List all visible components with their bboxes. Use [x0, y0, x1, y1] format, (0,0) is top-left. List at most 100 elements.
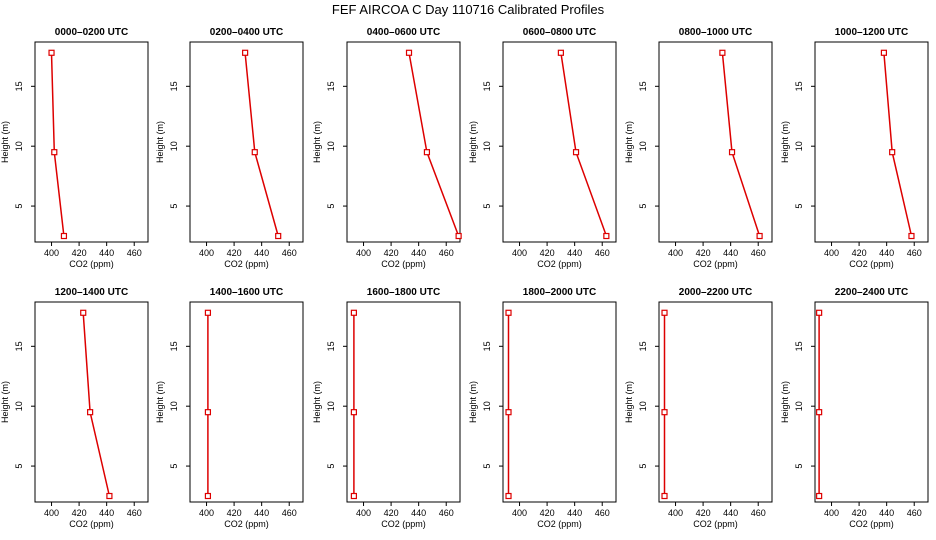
panel-frame	[502, 301, 617, 503]
x-tick-label: 420	[540, 508, 555, 518]
x-tick-label: 440	[411, 508, 426, 518]
y-axis-label: Height (m)	[312, 381, 322, 423]
y-tick-label: 5	[14, 204, 24, 209]
y-tick-label: 5	[638, 464, 648, 469]
x-axis-label: CO2 (ppm)	[224, 519, 269, 529]
x-tick-label: 440	[254, 508, 269, 518]
x-tick-label: 420	[696, 248, 711, 258]
y-tick-label: 10	[326, 401, 336, 411]
x-tick-label: 460	[907, 248, 922, 258]
x-tick-label: 440	[567, 248, 582, 258]
profile-point	[60, 232, 68, 240]
panel-title: 1800–2000 UTC	[523, 287, 596, 298]
x-tick-label: 460	[751, 248, 766, 258]
profile-point	[350, 409, 357, 416]
profile-point	[251, 149, 258, 156]
x-tick-label: 400	[356, 508, 371, 518]
y-axis-label: Height (m)	[155, 381, 165, 423]
y-axis-label: Height (m)	[468, 381, 478, 423]
y-axis-label: Height (m)	[780, 121, 790, 163]
profile-point	[48, 49, 55, 56]
x-tick-label: 460	[282, 248, 297, 258]
profile-line	[50, 52, 65, 237]
panel-frame	[189, 301, 304, 503]
panel-grid: 0000–0200 UTC 400 420 440 460 5 10 15 CO2 (ppm) H…	[0, 27, 929, 529]
y-tick-label: 10	[14, 401, 24, 411]
x-tick-label: 420	[72, 248, 87, 258]
y-tick-label: 5	[14, 464, 24, 469]
profile-point	[106, 492, 113, 500]
x-tick-label: 440	[879, 248, 894, 258]
panel-title: 0400–0600 UTC	[367, 27, 440, 38]
profile-line	[560, 52, 608, 237]
panel-title: 2200–2400 UTC	[835, 287, 908, 298]
profile-point	[816, 492, 823, 500]
profile-point	[87, 409, 94, 416]
x-tick-label: 420	[227, 248, 242, 258]
x-tick-label: 420	[384, 508, 399, 518]
profile-point	[350, 309, 357, 316]
y-tick-label: 15	[14, 341, 24, 351]
figure-title: FEF AIRCOA C Day 110716 Calibrated Profi…	[332, 2, 605, 17]
profile-point	[880, 49, 888, 56]
profile-panel: 1800–2000 UTC 400 420 440 460 5 10 15 CO2 (ppm) H…	[468, 287, 617, 529]
profile-point	[816, 309, 823, 316]
x-tick-label: 440	[567, 508, 582, 518]
x-tick-label: 460	[751, 508, 766, 518]
profile-line	[408, 52, 460, 237]
y-axis-label: Height (m)	[468, 121, 478, 163]
y-tick-label: 15	[169, 81, 179, 91]
y-axis-label: Height (m)	[780, 381, 790, 423]
x-tick-label: 400	[44, 248, 59, 258]
y-tick-label: 5	[638, 204, 648, 209]
profile-point	[557, 49, 564, 56]
y-tick-label: 10	[482, 401, 492, 411]
panel-title: 0800–1000 UTC	[679, 27, 752, 38]
y-tick-label: 10	[169, 141, 179, 151]
x-tick-label: 400	[356, 248, 371, 258]
x-tick-label: 460	[127, 508, 142, 518]
profile-point	[728, 149, 736, 156]
y-tick-label: 10	[638, 401, 648, 411]
panel-frame	[814, 41, 929, 243]
y-axis-label: Height (m)	[312, 121, 322, 163]
panel-frame	[814, 301, 929, 503]
x-axis-label: CO2 (ppm)	[381, 519, 426, 529]
profile-panel: 1000–1200 UTC 400 420 440 460 5 10 15 CO2 (ppm) H…	[780, 27, 929, 269]
x-tick-label: 420	[384, 248, 399, 258]
x-tick-label: 400	[44, 508, 59, 518]
x-tick-label: 440	[723, 248, 738, 258]
x-tick-label: 420	[540, 248, 555, 258]
x-axis-label: CO2 (ppm)	[849, 519, 894, 529]
y-tick-label: 15	[638, 341, 648, 351]
y-tick-label: 5	[326, 204, 336, 209]
panel-frame	[658, 301, 773, 503]
profile-point	[80, 309, 87, 316]
profile-point	[816, 409, 823, 416]
x-tick-label: 440	[723, 508, 738, 518]
y-tick-label: 15	[482, 81, 492, 91]
panel-frame	[189, 41, 304, 243]
x-tick-label: 460	[282, 508, 297, 518]
y-tick-label: 10	[482, 141, 492, 151]
profile-panel: 1400–1600 UTC 400 420 440 460 5 10 15 CO2 (ppm) H…	[155, 287, 304, 529]
profile-point	[908, 232, 915, 240]
y-axis-label: Height (m)	[155, 121, 165, 163]
profile-line	[883, 52, 913, 237]
panel-frame	[34, 41, 149, 243]
x-axis-label: CO2 (ppm)	[224, 259, 269, 269]
y-tick-label: 10	[638, 141, 648, 151]
x-tick-label: 440	[411, 248, 426, 258]
panel-frame	[346, 41, 461, 243]
y-tick-label: 15	[638, 81, 648, 91]
x-tick-label: 400	[512, 508, 527, 518]
profile-point	[661, 409, 668, 416]
y-tick-label: 5	[482, 464, 492, 469]
profile-point	[505, 492, 512, 500]
x-tick-label: 400	[668, 508, 683, 518]
y-tick-label: 10	[169, 401, 179, 411]
profile-point	[661, 309, 668, 316]
profile-point	[455, 232, 462, 240]
x-axis-label: CO2 (ppm)	[69, 259, 114, 269]
